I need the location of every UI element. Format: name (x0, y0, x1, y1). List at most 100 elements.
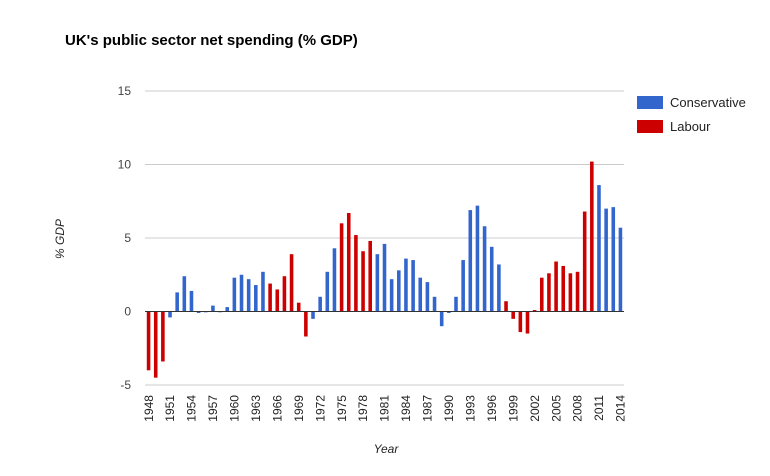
bar-2007 (568, 273, 573, 312)
bar-2012 (604, 208, 608, 312)
bar-1953 (182, 276, 187, 312)
y-axis-title: % GDP (53, 218, 67, 260)
bar-1986 (418, 277, 423, 312)
legend-item-conservative[interactable]: Conservative (637, 90, 746, 114)
bar-1955 (196, 311, 201, 313)
bar-1973 (325, 271, 330, 312)
bar-2003 (539, 277, 544, 312)
gridlines (145, 90, 624, 386)
bar-2010 (590, 161, 594, 312)
bar-1994 (475, 205, 480, 312)
bar-1974 (332, 248, 337, 312)
bar-1984 (404, 258, 408, 312)
bar-1992 (461, 260, 465, 312)
y-tick-label: 0 (124, 305, 131, 319)
bar-1997 (497, 264, 501, 312)
bar-1966 (275, 289, 280, 312)
bar-1971 (311, 311, 315, 319)
bar-1967 (282, 276, 287, 312)
y-tick-label: 10 (118, 158, 132, 172)
x-tick-label: 1951 (163, 395, 177, 422)
x-tick-label: 1966 (270, 395, 284, 422)
bar-1988 (432, 296, 437, 312)
bar-2011 (597, 185, 601, 312)
legend-label-labour: Labour (670, 118, 711, 134)
bar-1957 (211, 305, 215, 312)
bar-1996 (489, 246, 494, 312)
x-axis-title: Year (373, 442, 399, 456)
x-tick-label: 2014 (614, 395, 628, 422)
bar-1968 (289, 254, 294, 312)
legend: Conservative Labour (637, 90, 746, 138)
bar-1976 (346, 213, 351, 312)
bar-2009 (582, 211, 587, 312)
legend-item-labour[interactable]: Labour (637, 114, 746, 138)
bar-1964 (261, 271, 265, 312)
bar-1991 (454, 296, 458, 312)
bar-2014 (618, 227, 623, 312)
bar-2013 (611, 207, 616, 312)
bar-1999 (511, 311, 515, 319)
x-tick-label: 2005 (549, 395, 563, 422)
bar-1950 (161, 311, 165, 362)
bar-1977 (354, 235, 358, 312)
x-tick-label: 1963 (249, 395, 263, 422)
bar-1970 (304, 311, 308, 337)
bar-1959 (225, 307, 230, 312)
x-tick-label: 1981 (378, 395, 392, 422)
bar-1989 (439, 311, 444, 327)
legend-swatch-labour (637, 119, 663, 133)
x-tick-label: 1984 (399, 395, 413, 422)
x-tick-label: 1999 (506, 395, 520, 422)
x-tick-label: 1954 (185, 395, 199, 422)
bar-1981 (382, 243, 387, 312)
bar-1969 (296, 302, 301, 312)
legend-label-conservative: Conservative (670, 94, 746, 110)
x-tick-label: 1960 (228, 395, 242, 422)
bar-1978 (361, 251, 365, 312)
bar-1952 (175, 292, 179, 312)
bar-1951 (168, 311, 172, 318)
bar-2006 (561, 265, 566, 312)
bar-1949 (153, 311, 158, 378)
y-tick-label: 15 (118, 84, 132, 98)
bar-1961 (239, 274, 244, 312)
bar-2001 (525, 311, 530, 334)
bar-1972 (318, 296, 322, 312)
legend-swatch-conservative (637, 95, 663, 109)
x-tick-label: 1978 (356, 395, 370, 422)
bar-2000 (518, 311, 523, 333)
x-tick-label: 1975 (335, 395, 349, 422)
bar-2008 (575, 271, 580, 312)
bar-1982 (389, 279, 394, 312)
bar-1963 (254, 285, 258, 312)
bar-1980 (375, 254, 380, 312)
x-tick-label: 1993 (463, 395, 477, 422)
chart-title: UK's public sector net spending (% GDP) (65, 32, 358, 49)
y-tick-label: -5 (120, 378, 131, 392)
bar-2002 (532, 310, 537, 312)
bar-1983 (397, 270, 401, 312)
x-tick-label: 1969 (292, 395, 306, 422)
bar-1948 (146, 311, 151, 371)
bar-1979 (368, 240, 372, 312)
x-tick-label: 2011 (592, 395, 606, 421)
x-tick-label: 1972 (313, 395, 327, 422)
axes: -5 0 5 10 15 1948 1951 1954 1957 1960 1963 1966 1969… (118, 84, 628, 422)
x-tick-label: 1990 (442, 395, 456, 422)
bar-1954 (189, 290, 194, 312)
bar-1995 (482, 226, 487, 312)
bar-1985 (411, 260, 415, 312)
x-tick-label: 1996 (485, 395, 499, 422)
bar-2004 (547, 273, 551, 312)
x-tick-label: 1987 (421, 395, 435, 422)
x-tick-label: 2002 (528, 395, 542, 422)
bar-1987 (425, 282, 430, 312)
x-tick-label: 1957 (206, 395, 220, 422)
bar-1962 (246, 279, 251, 312)
x-tick-label: 1948 (142, 395, 156, 422)
bar-2005 (554, 261, 558, 312)
y-tick-label: 5 (124, 231, 131, 245)
x-tick-label: 2008 (571, 395, 585, 422)
bar-1998 (504, 301, 508, 312)
